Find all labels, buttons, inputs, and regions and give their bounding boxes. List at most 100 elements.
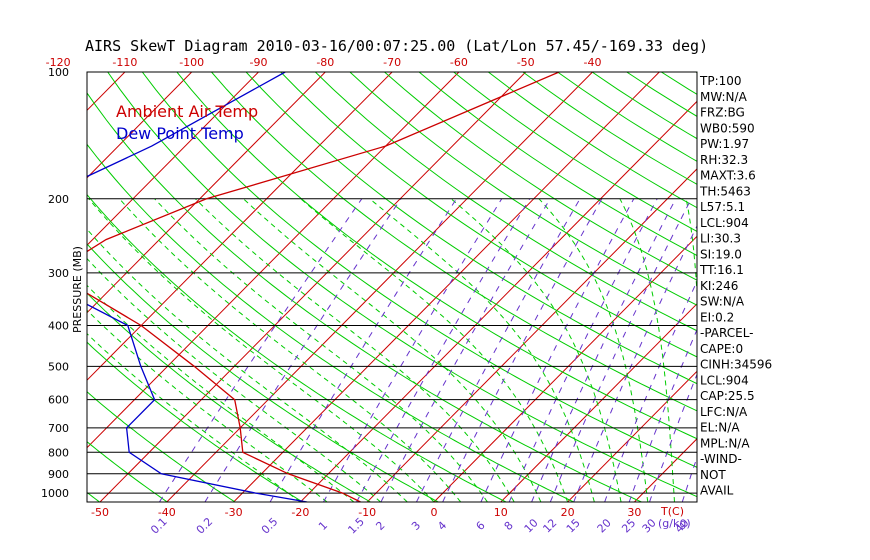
top-axis-tick-label: -40: [584, 56, 602, 69]
mixing-ratio-line: [628, 328, 697, 502]
dry-adiabat-line: [314, 72, 697, 332]
isotherm-line: [166, 72, 593, 502]
index-label: KI:246: [700, 279, 738, 293]
index-label: SI:19.0: [700, 247, 742, 261]
mixing-ratio-tick-label: 30: [640, 516, 659, 535]
pressure-tick-label: 900: [48, 468, 69, 481]
dry-adiabat-line: [87, 243, 439, 502]
mixing-ratio-line: [380, 198, 551, 502]
chart-title: AIRS SkewT Diagram 2010-03-16/00:07:25.0…: [85, 37, 708, 55]
mixing-ratio-line: [415, 198, 581, 502]
moist-adiabat-line: [538, 198, 649, 502]
dry-adiabat-line: [522, 72, 697, 185]
index-label: CAPE:0: [700, 342, 743, 356]
isotherm-line: [233, 72, 660, 502]
mixing-ratio-tick-label: 20: [595, 516, 614, 535]
index-label: LFC:N/A: [700, 405, 748, 419]
mixing-ratio-line: [323, 198, 503, 502]
legend-dew-point-temp: Dew Point Temp: [116, 124, 244, 143]
mixing-ratio-line: [442, 198, 603, 502]
isotherm-line: [87, 72, 193, 179]
mixing-ratio-line: [604, 280, 697, 502]
dry-adiabat-line: [176, 72, 697, 440]
index-label: -WIND-: [700, 452, 742, 466]
moist-adiabat-line: [87, 257, 381, 502]
moist-adiabat-line: [154, 198, 488, 502]
mixing-ratio-line: [549, 198, 692, 502]
moist-adiabat-line: [300, 198, 569, 502]
index-label: CAP:25.5: [700, 389, 755, 403]
index-label: L57:5.1: [700, 200, 745, 214]
dry-adiabat-line: [87, 92, 642, 502]
moist-adiabat-line: [450, 198, 622, 502]
moist-adiabat-line: [243, 198, 542, 502]
dry-adiabat-line: [87, 193, 507, 502]
top-axis-tick-label: -50: [517, 56, 535, 69]
index-label: LCL:904: [700, 373, 749, 387]
pressure-tick-label: 200: [48, 193, 69, 206]
index-label: NOT: [700, 468, 726, 482]
index-label: SW:N/A: [700, 295, 745, 309]
mixing-ratio-tick-label: 10: [522, 516, 541, 535]
isotherm-line: [87, 72, 393, 381]
mixing-ratio-line: [649, 373, 697, 502]
isotherm-line: [768, 72, 870, 502]
dry-adiabat-line: [141, 72, 697, 468]
dry-adiabat-line: [349, 72, 697, 306]
index-label: PW:1.97: [700, 137, 749, 151]
top-axis-tick-label: -70: [383, 56, 401, 69]
pressure-tick-label: 600: [48, 394, 69, 407]
pressure-tick-label: 300: [48, 267, 69, 280]
dry-adiabat-line: [87, 341, 304, 502]
index-label: EI:0.2: [700, 310, 734, 324]
pressure-tick-label: 700: [48, 422, 69, 435]
index-label: EL:N/A: [700, 421, 740, 435]
index-label: RH:32.3: [700, 153, 748, 167]
bottom-axis-tick-label: -10: [358, 506, 376, 519]
top-axis-tick-label: -110: [112, 56, 137, 69]
isotherm-line: [366, 168, 697, 502]
y-axis-label: PRESSURE (MB): [71, 246, 84, 333]
pressure-tick-label: 800: [48, 446, 69, 459]
mixing-ratio-line: [269, 198, 457, 502]
mixing-ratio-tick-label: 1: [316, 519, 330, 533]
legend-ambient-air-temp: Ambient Air Temp: [116, 102, 258, 121]
dry-adiabat-line: [87, 292, 371, 502]
isotherm-line: [433, 235, 697, 502]
mixing-ratio-line: [480, 198, 635, 502]
dry-adiabat-line: [384, 72, 697, 281]
bottom-axis-tick-label: 30: [627, 506, 641, 519]
dry-adiabat-line: [0, 72, 32, 502]
mixing-ratio-tick-label: 12: [540, 516, 559, 535]
index-label: LCL:904: [700, 216, 749, 230]
index-label: TH:5463: [699, 184, 751, 198]
isotherm-line: [300, 100, 697, 502]
bottom-axis-tick-label: -20: [291, 506, 309, 519]
mixing-ratio-line: [681, 456, 697, 502]
isotherm-line: [87, 72, 259, 246]
bottom-axis-tick-label: 20: [561, 506, 575, 519]
temperature-unit-label: T(C): [660, 505, 684, 518]
dry-adiabat-line: [211, 72, 697, 412]
isotherm-line: [99, 72, 527, 502]
mixing-ratio-line: [573, 224, 697, 502]
index-label: MW:N/A: [700, 90, 748, 104]
dew-point-temp-line: [87, 72, 308, 502]
moist-adiabat-line: [87, 228, 408, 502]
index-label: LI:30.3: [700, 232, 741, 246]
isotherm-line: [0, 72, 58, 502]
top-axis-tick-label: -100: [179, 56, 204, 69]
plot-frame: [86, 71, 698, 503]
isotherm-line: [567, 370, 697, 502]
mixing-ratio-tick-label: 8: [502, 519, 516, 533]
pressure-tick-label: 1000: [41, 487, 69, 500]
mixing-ratio-line: [508, 198, 658, 502]
index-label: MAXT:3.6: [700, 169, 756, 183]
dry-adiabat-line: [87, 491, 100, 502]
pressure-tick-label: 100: [48, 66, 69, 79]
dry-adiabat-line: [107, 72, 697, 498]
moist-adiabat-line: [619, 198, 675, 502]
index-label: AVAIL: [700, 484, 734, 498]
isotherm-line: [87, 72, 126, 111]
